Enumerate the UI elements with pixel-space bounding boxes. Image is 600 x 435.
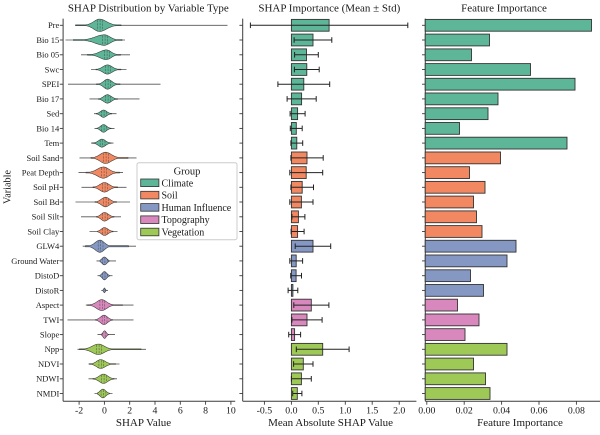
svg-text:0.00: 0.00 [418, 406, 435, 417]
svg-text:Sed: Sed [47, 109, 61, 119]
svg-text:Soil Bd: Soil Bd [34, 197, 60, 207]
svg-text:Soil: Soil [162, 191, 178, 202]
svg-text:Mean Absolute SHAP Value: Mean Absolute SHAP Value [268, 417, 393, 429]
svg-text:1.0: 1.0 [339, 406, 351, 417]
svg-text:DistoD: DistoD [35, 271, 60, 281]
svg-text:NMDI: NMDI [37, 388, 60, 398]
svg-text:1.5: 1.5 [366, 406, 378, 417]
svg-text:0.5: 0.5 [312, 406, 324, 417]
svg-text:TWI: TWI [43, 315, 59, 325]
svg-text:Soil Silt: Soil Silt [32, 212, 60, 222]
svg-text:0.08: 0.08 [568, 406, 585, 417]
svg-text:10: 10 [226, 406, 236, 417]
svg-text:Variable: Variable [3, 170, 14, 204]
svg-text:0.0: 0.0 [285, 406, 297, 417]
svg-text:4: 4 [153, 406, 158, 417]
svg-text:0.04: 0.04 [493, 406, 510, 417]
svg-text:SHAP Value: SHAP Value [116, 417, 171, 429]
svg-text:Vegetation: Vegetation [162, 228, 205, 239]
svg-text:Soil Clay: Soil Clay [27, 226, 60, 236]
svg-text:GLW4: GLW4 [36, 241, 60, 251]
svg-text:SPEI: SPEI [42, 79, 60, 89]
svg-text:SHAP Importance (Mean ± Std): SHAP Importance (Mean ± Std) [258, 3, 400, 15]
svg-text:0: 0 [102, 406, 107, 417]
svg-text:-2: -2 [75, 406, 83, 417]
svg-text:SHAP Distribution by Variable: SHAP Distribution by Variable Type [68, 3, 229, 15]
svg-text:Human Influence: Human Influence [162, 203, 232, 214]
svg-text:-0.5: -0.5 [257, 406, 273, 417]
svg-text:Swc: Swc [45, 64, 60, 74]
svg-text:2: 2 [127, 406, 132, 417]
svg-text:0.02: 0.02 [456, 406, 473, 417]
svg-text:0.06: 0.06 [530, 406, 547, 417]
svg-text:6: 6 [178, 406, 183, 417]
svg-text:Topography: Topography [162, 215, 210, 226]
svg-text:Group: Group [174, 167, 201, 178]
svg-text:Bio 14: Bio 14 [36, 123, 60, 133]
svg-text:Bio 15: Bio 15 [36, 35, 59, 45]
svg-text:Slope: Slope [40, 330, 60, 340]
svg-text:Peat Depth: Peat Depth [22, 168, 60, 178]
svg-text:Aspect: Aspect [36, 300, 60, 310]
svg-text:Soil Sand: Soil Sand [26, 153, 60, 163]
svg-text:8: 8 [203, 406, 208, 417]
svg-text:Feature Importance: Feature Importance [477, 417, 563, 429]
svg-text:2.0: 2.0 [393, 406, 405, 417]
svg-text:Ground Water: Ground Water [11, 256, 59, 266]
svg-text:Pre: Pre [48, 20, 60, 30]
svg-text:Feature Importance: Feature Importance [461, 3, 547, 15]
svg-text:NDVI: NDVI [38, 359, 59, 369]
svg-text:Tem: Tem [44, 138, 59, 148]
svg-text:Climate: Climate [162, 178, 194, 189]
svg-text:Npp: Npp [45, 344, 60, 354]
svg-text:DistoR: DistoR [35, 285, 59, 295]
svg-text:Bio 17: Bio 17 [36, 94, 59, 104]
svg-text:Bio 05: Bio 05 [36, 50, 59, 60]
svg-text:NDWI: NDWI [36, 374, 59, 384]
svg-text:Soil pH: Soil pH [33, 182, 59, 192]
